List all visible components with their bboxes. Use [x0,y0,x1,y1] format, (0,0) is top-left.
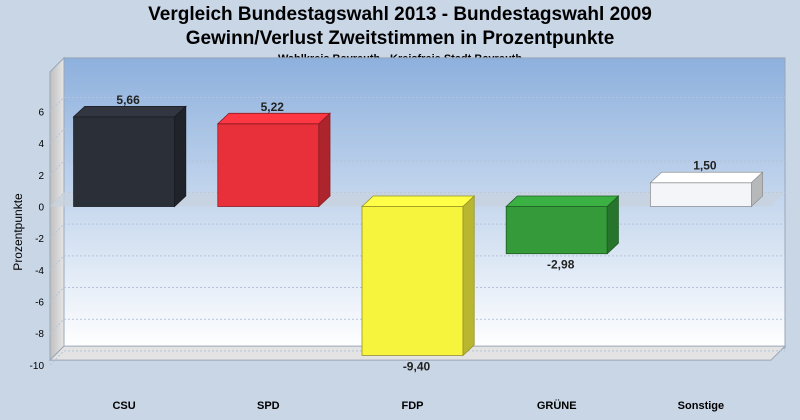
bars [72,105,764,357]
labels: 6 4 2 0 -2 -4 -6 -8 -10 5,66 CSU 5,22 SPD -9,40 FDP -2,… [30,93,725,412]
bar-sonstige [650,182,752,207]
grid-line-side [49,160,65,176]
bar-grüne [505,206,608,255]
side-wall [49,56,65,362]
chart-title: Vergleich Bundestagswahl 2013 - Bundesta… [148,4,652,25]
x-tick-label: GRÜNE [537,399,577,412]
x-tick-label: CSU [112,400,135,412]
y-tick-label: 4 [38,139,44,150]
chart-title-line2: Gewinn/Verlust Zweitstimmen in Prozentpu… [185,28,615,49]
grid-line-side [49,255,65,271]
bar-spd [217,123,320,207]
bar-fdp [361,206,464,356]
y-tick-label: -8 [35,329,44,340]
y-tick-label: 0 [38,203,44,214]
grid-line-side [49,287,65,302]
grid-line-side [49,318,65,334]
x-tick-label: Sonstige [678,400,724,412]
y-tick-label: 6 [38,107,44,118]
bar-side [751,171,763,208]
grid-line-side [49,350,65,366]
bar-top [649,171,764,184]
data-label: 1,50 [693,159,717,173]
bar-side [606,195,619,255]
bar-side [318,112,331,208]
y-tick-label: 2 [38,171,44,182]
bar-top [505,195,620,207]
x-tick-label: SPD [257,400,280,412]
bar-top [216,112,332,125]
y-tick-label: -4 [35,266,44,277]
bar-csu [73,116,175,207]
data-label: -9,40 [403,359,431,373]
data-label: -2,98 [547,258,575,272]
bar-side [462,195,475,357]
y-tick-label: -2 [35,234,44,245]
data-label: 5,22 [261,100,285,114]
y-tick-label: -10 [30,361,45,372]
grid-line-side [49,97,65,112]
bar-side [174,105,187,208]
grid-line-side [49,223,65,239]
y-axis-label: Prozentpunkte [11,193,25,271]
y-tick-label: -6 [35,298,44,309]
data-label: 5,66 [116,93,140,107]
bar-top [360,195,476,207]
bar-top [72,105,187,118]
grid-line-side [49,128,65,144]
x-tick-label: FDP [402,400,424,412]
